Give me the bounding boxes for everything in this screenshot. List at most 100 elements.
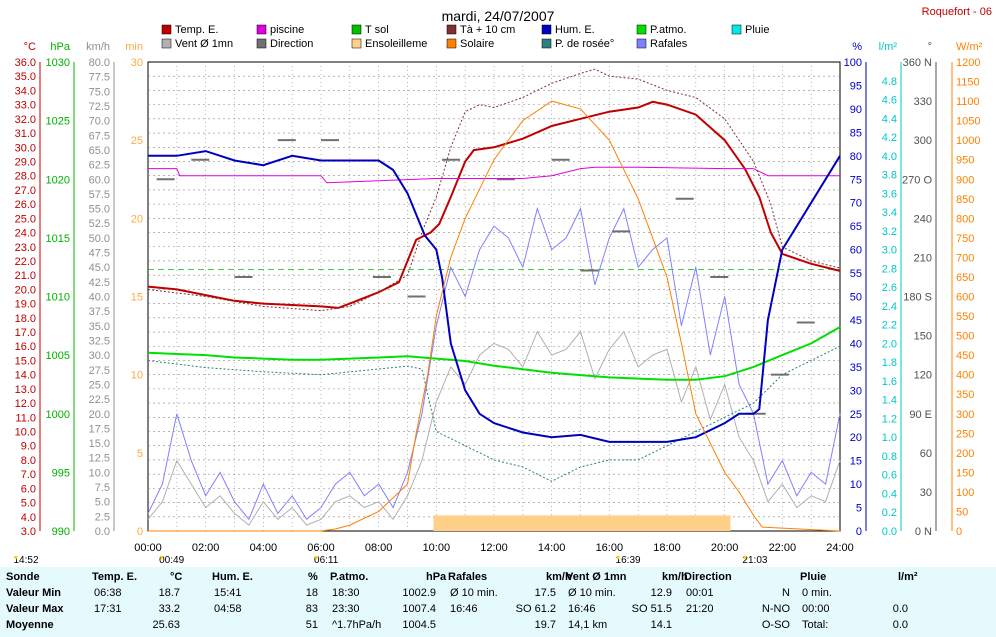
legend-label: Hum. E. [555,24,595,36]
stats-header-unit: l/m² [898,571,918,583]
stats-column: Rafales km/h Ø 10 min. 17.5 16:46 SO 61.2 19.7 [448,567,572,637]
stats-cell-value: 83 [305,603,318,615]
temp-axis-tick: 9.0 [21,441,36,453]
stats-cell-value: 33.2 [158,603,180,615]
statistics-table: Sonde Valeur Min Valeur Max Moyenne Temp… [0,567,996,637]
sunshine-axis-tick: 30 [131,57,143,69]
rain-axis-tick: 0.2 [882,507,897,519]
temp-axis-tick: 8.0 [21,455,36,467]
pressure-axis-tick: 1020 [46,174,70,186]
stats-column: P.atmo. hPa 18:30 1002.9 23:30 1007.4 ^1.7hPa/… [330,567,450,637]
humidity-axis-tick: 95 [850,80,862,92]
wind-axis-tick: 55.0 [89,204,110,216]
temp-axis-tick: 14.0 [15,370,36,382]
direction-axis-tick: 30 [920,487,932,499]
legend-swatch [161,24,172,35]
stats-header-label: Temp. E. [92,571,138,583]
pressure-axis-tick: 1010 [46,292,70,304]
wind-axis-tick: 77.5 [89,72,110,84]
solar-axis-tick: 50 [956,506,968,518]
rain-axis-tick: 2.8 [882,263,897,275]
humidity-axis-tick: 55 [850,268,862,280]
wind-axis-tick: 40.0 [89,292,110,304]
stats-cell-value: 0.0 [892,603,908,615]
legend-swatch [351,38,362,49]
stats-cell-time: 15:41 [214,587,242,599]
wind-axis-tick: 2.5 [95,511,110,523]
direction-axis-tick: 60 [920,448,932,460]
solar-axis-tick: 750 [956,233,974,245]
time-tick: 04:00 [250,542,278,554]
stats-row-label-min: Valeur Min [6,587,62,599]
rain-axis-tick: 4.2 [882,132,897,144]
event-marker: 21:03 [742,555,767,566]
stats-cell-time: ^1.7hPa/h [332,619,382,631]
stats-header-unit: % [308,571,318,583]
humidity-axis-tick: 10 [850,479,862,491]
stats-cell-value: N-NO [761,603,790,615]
stats-cell-time: 14,1 km [568,619,608,631]
time-tick: 10:00 [423,542,451,554]
wind-axis-tick: 65.0 [89,145,110,157]
rain-axis-tick: 4.0 [882,151,897,163]
stats-header-label: Hum. E. [212,571,253,583]
solar-axis-tick: 550 [956,311,974,323]
pressure-axis-tick: 1000 [46,409,70,421]
humidity-axis-tick: 70 [850,198,862,210]
wind-axis-tick: 30.0 [89,350,110,362]
wind-axis-tick: 22.5 [89,394,110,406]
sunshine-axis-tick: 25 [131,135,143,147]
humidity-axis-tick: 40 [850,338,862,350]
solar-axis-tick: 1100 [956,96,980,108]
sun-icon [742,556,747,560]
solar-axis-tick: 500 [956,331,974,343]
humidity-axis-tick: 5 [856,503,862,515]
series-line-5 [148,150,841,443]
humidity-axis-tick: 20 [850,432,862,444]
stats-row-label-max: Valeur Max [6,603,64,615]
wind-axis-tick: 62.5 [89,160,110,172]
stats-cell-value: 18 [305,587,318,599]
wind-axis-tick: 67.5 [89,130,110,142]
direction-axis-tick: 330 [914,96,932,108]
temp-axis-tick: 19.0 [15,299,36,311]
stats-header-unit: hPa [426,571,447,583]
stats-row-label-avg: Moyenne [6,619,54,631]
series-line-4 [147,326,841,381]
time-tick: 06:00 [307,542,335,554]
wind-axis-tick: 37.5 [89,306,110,318]
legend: Temp. E. piscine T sol Tà + 10 cm Hum. E. P.a… [161,24,769,50]
legend-label: Ensoleilleme [365,38,427,50]
time-tick: 22:00 [769,542,797,554]
event-marker: 00:49 [159,555,184,566]
temp-axis-tick: 4.0 [21,512,36,524]
temp-axis-tick: 27.0 [15,185,36,197]
temp-axis-unit: °C [24,41,36,53]
rain-axis-tick: 4.4 [882,113,897,125]
time-tick: 12:00 [480,542,508,554]
temp-axis-tick: 35.0 [15,71,36,83]
stats-cell-time: 00:00 [802,603,830,615]
time-tick: 18:00 [653,542,681,554]
solar-axis-tick: 800 [956,213,974,225]
wind-axis-tick: 80.0 [89,57,110,69]
legend-swatch [541,24,552,35]
humidity-axis-tick: 75 [850,174,862,186]
rain-axis-tick: 1.6 [882,376,897,388]
stats-header-sonde: Sonde [6,571,40,583]
direction-axis-tick: 240 [914,213,932,225]
wind-axis-tick: 47.5 [89,248,110,260]
temp-axis-tick: 13.0 [15,384,36,396]
stats-cell-time: 18:30 [332,587,360,599]
legend-label: P.atmo. [650,24,687,36]
wind-axis-tick: 60.0 [89,174,110,186]
legend-swatch [256,24,267,35]
humidity-axis-unit: % [852,41,862,53]
rain-axis-tick: 3.0 [882,245,897,257]
legend-label: Pluie [745,24,769,36]
legend-swatch [446,38,457,49]
direction-axis-tick: 120 [914,370,932,382]
stats-cell-value: 1004.5 [402,619,436,631]
humidity-axis-tick: 85 [850,127,862,139]
time-tick: 02:00 [192,542,220,554]
